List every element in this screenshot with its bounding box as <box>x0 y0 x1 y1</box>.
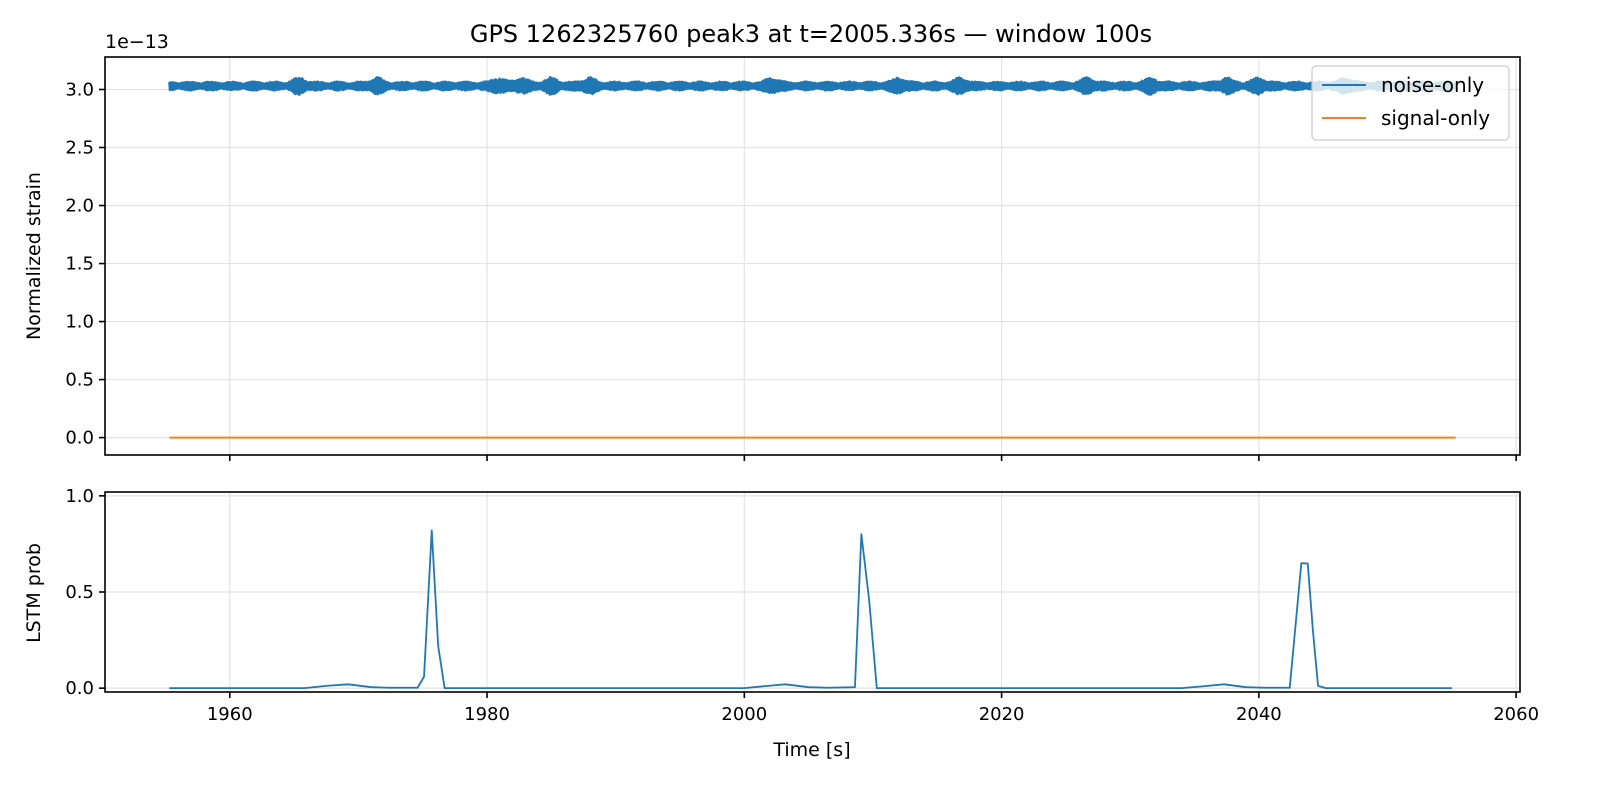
bottom-x-ticks: 1960 1980 2000 2020 2040 2060 <box>207 692 1539 725</box>
legend-label-signal-only: signal-only <box>1381 106 1490 130</box>
top-y-tick-label: 0.5 <box>65 370 94 391</box>
top-y-tick-label: 1.5 <box>65 254 94 275</box>
top-y-tick-label: 2.5 <box>65 138 94 159</box>
legend: noise-only signal-only <box>1311 65 1510 141</box>
legend-label-noise-only: noise-only <box>1381 73 1484 97</box>
top-y-tick-label: 0.0 <box>65 428 94 449</box>
top-panel: 0.0 0.5 1.0 1.5 2.0 2.5 3.0 1e−13 Normalized s… <box>23 31 1521 461</box>
bottom-plot-area <box>169 529 1452 690</box>
bottom-y-axis-label: LSTM prob <box>23 543 45 643</box>
top-plot-area <box>168 75 1457 439</box>
top-y-offset-label: 1e−13 <box>105 31 169 53</box>
top-grid <box>105 57 1520 455</box>
chart-title: GPS 1262325760 peak3 at t=2005.336s — wi… <box>470 20 1152 48</box>
top-y-ticks: 0.0 0.5 1.0 1.5 2.0 2.5 3.0 <box>65 79 105 449</box>
bottom-y-tick-label: 1.0 <box>65 486 94 507</box>
bottom-x-tick-label: 1960 <box>207 704 253 725</box>
bottom-x-tick-label: 1980 <box>464 704 510 725</box>
x-axis-label: Time [s] <box>772 739 850 761</box>
series-lstm-prob-line <box>169 529 1452 690</box>
top-x-ticks <box>228 455 1517 461</box>
bottom-x-tick-label: 2000 <box>721 704 767 725</box>
top-y-tick-label: 2.0 <box>65 196 94 217</box>
bottom-x-tick-label: 2040 <box>1236 704 1282 725</box>
bottom-panel: 0.0 0.5 1.0 1960 1980 2000 2020 2040 2060 LSTM … <box>23 486 1539 761</box>
top-y-axis-label: Normalized strain <box>23 172 45 340</box>
bottom-x-tick-label: 2060 <box>1493 704 1539 725</box>
top-y-tick-label: 3.0 <box>65 79 94 100</box>
series-noise-only-line <box>168 75 1457 97</box>
bottom-y-tick-label: 0.5 <box>65 582 94 603</box>
bottom-y-ticks: 0.0 0.5 1.0 <box>65 486 105 699</box>
bottom-x-tick-label: 2020 <box>979 704 1025 725</box>
top-axes-frame <box>104 56 1521 456</box>
top-y-tick-label: 1.0 <box>65 312 94 333</box>
bottom-grid <box>105 492 1520 692</box>
bottom-y-tick-label: 0.0 <box>65 678 94 699</box>
